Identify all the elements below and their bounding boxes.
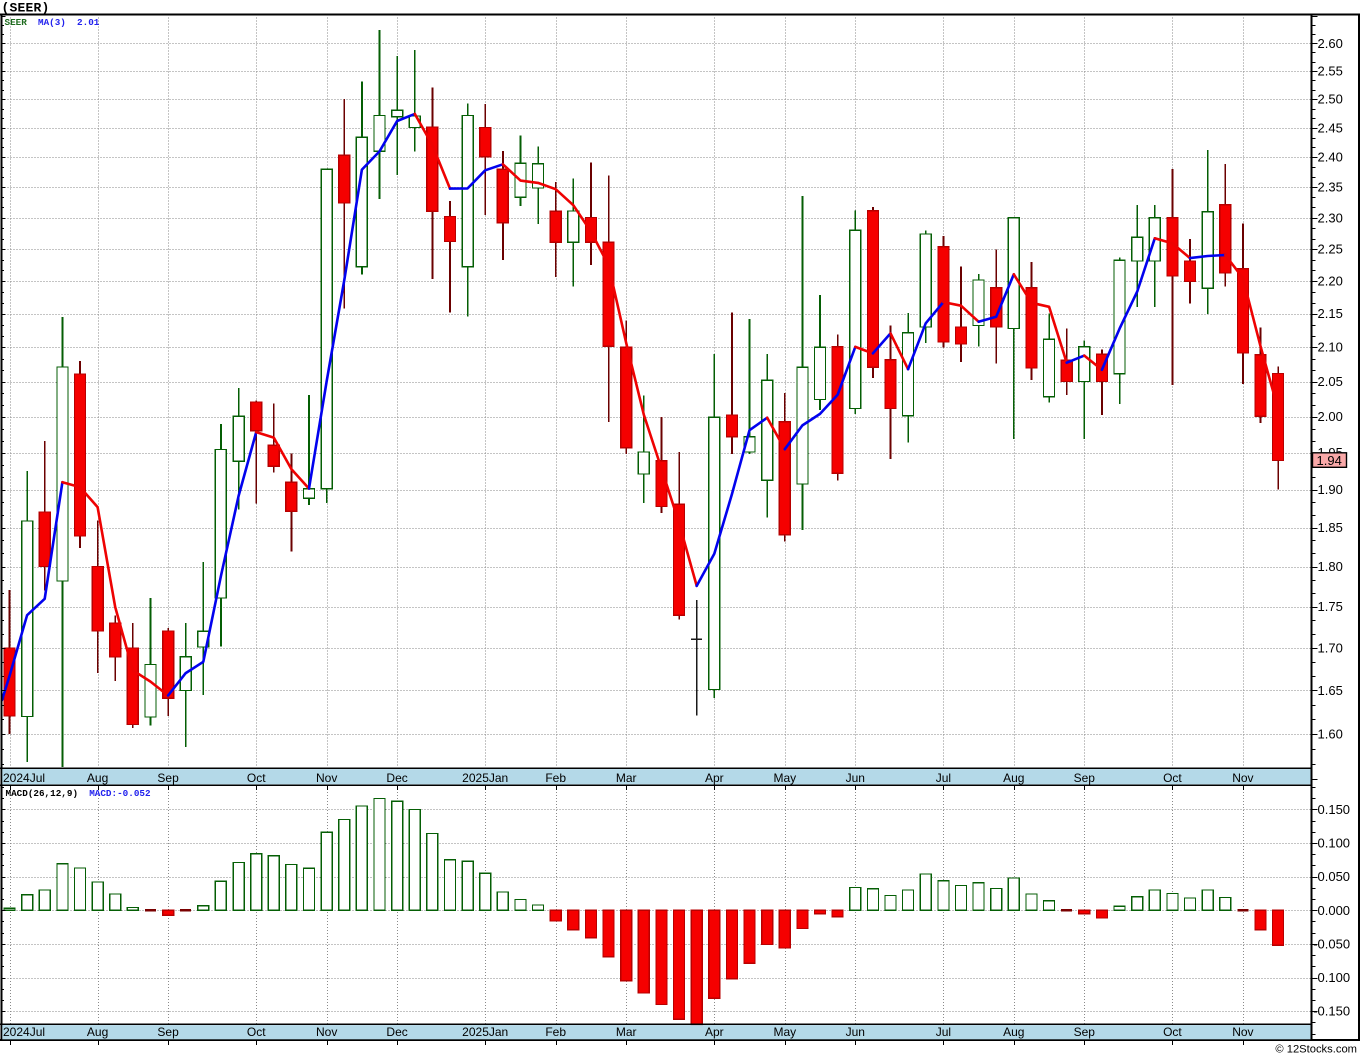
svg-text:Oct: Oct	[247, 771, 266, 785]
svg-text:Nov: Nov	[316, 1025, 337, 1039]
svg-text:SEER MA(3) 2.01: SEER MA(3) 2.01	[5, 17, 100, 28]
svg-text:May: May	[773, 771, 796, 785]
svg-text:May: May	[773, 1025, 796, 1039]
svg-text:Jul: Jul	[936, 1025, 951, 1039]
svg-text:Nov: Nov	[1232, 771, 1253, 785]
svg-text:1.70: 1.70	[1318, 640, 1343, 655]
svg-text:1.75: 1.75	[1318, 599, 1343, 614]
svg-text:-0.050: -0.050	[1313, 936, 1350, 951]
svg-text:© 12Stocks.com: © 12Stocks.com	[1275, 1044, 1357, 1056]
svg-text:Feb: Feb	[545, 1025, 566, 1039]
svg-text:1.80: 1.80	[1318, 559, 1343, 574]
svg-text:2.20: 2.20	[1318, 274, 1343, 289]
svg-text:2025Jan: 2025Jan	[462, 1025, 508, 1039]
svg-text:Mar: Mar	[616, 771, 637, 785]
svg-text:Feb: Feb	[545, 771, 566, 785]
svg-text:-0.150: -0.150	[1313, 1004, 1350, 1019]
svg-text:0.150: 0.150	[1318, 802, 1351, 817]
svg-text:(SEER): (SEER)	[2, 1, 50, 16]
svg-text:Mar: Mar	[616, 1025, 637, 1039]
svg-text:Jun: Jun	[846, 771, 865, 785]
svg-text:Apr: Apr	[705, 1025, 724, 1039]
svg-text:Oct: Oct	[247, 1025, 266, 1039]
svg-text:Sep: Sep	[1074, 1025, 1096, 1039]
svg-text:2.35: 2.35	[1318, 180, 1343, 195]
svg-text:Dec: Dec	[386, 1025, 407, 1039]
svg-text:0.100: 0.100	[1318, 836, 1351, 851]
svg-text:-0.100: -0.100	[1313, 970, 1350, 985]
svg-text:2.50: 2.50	[1318, 92, 1343, 107]
svg-text:2.40: 2.40	[1318, 150, 1343, 165]
svg-text:Aug: Aug	[87, 1025, 108, 1039]
svg-text:1.85: 1.85	[1318, 520, 1343, 535]
svg-text:1.90: 1.90	[1318, 482, 1343, 497]
svg-text:Oct: Oct	[1163, 771, 1182, 785]
svg-text:Jul: Jul	[936, 771, 951, 785]
svg-text:2025Jan: 2025Jan	[462, 771, 508, 785]
svg-text:2.00: 2.00	[1318, 409, 1343, 424]
svg-text:2.10: 2.10	[1318, 340, 1343, 355]
svg-text:1.94: 1.94	[1317, 453, 1342, 468]
svg-text:0.050: 0.050	[1318, 869, 1351, 884]
svg-text:Sep: Sep	[157, 1025, 179, 1039]
svg-text:2.60: 2.60	[1318, 36, 1343, 51]
svg-text:Jun: Jun	[846, 1025, 865, 1039]
svg-text:2024Jul: 2024Jul	[3, 771, 45, 785]
svg-text:Apr: Apr	[705, 771, 724, 785]
svg-text:Aug: Aug	[1003, 1025, 1024, 1039]
svg-text:2.30: 2.30	[1318, 210, 1343, 225]
svg-text:1.60: 1.60	[1318, 727, 1343, 742]
svg-text:Sep: Sep	[1074, 771, 1096, 785]
svg-text:1.65: 1.65	[1318, 683, 1343, 698]
svg-text:Sep: Sep	[157, 771, 179, 785]
svg-text:Nov: Nov	[1232, 1025, 1253, 1039]
svg-text:Aug: Aug	[87, 771, 108, 785]
svg-text:Nov: Nov	[316, 771, 337, 785]
svg-text:Aug: Aug	[1003, 771, 1024, 785]
svg-text:2.15: 2.15	[1318, 306, 1343, 321]
svg-text:Dec: Dec	[386, 771, 407, 785]
svg-text:0.000: 0.000	[1318, 903, 1351, 918]
svg-text:2024Jul: 2024Jul	[3, 1025, 45, 1039]
svg-text:MACD(26,12,9) MACD:-0.052: MACD(26,12,9) MACD:-0.052	[6, 788, 151, 799]
svg-text:Oct: Oct	[1163, 1025, 1182, 1039]
svg-text:2.45: 2.45	[1318, 120, 1343, 135]
svg-text:2.55: 2.55	[1318, 63, 1343, 78]
svg-text:2.25: 2.25	[1318, 242, 1343, 257]
svg-text:2.05: 2.05	[1318, 374, 1343, 389]
